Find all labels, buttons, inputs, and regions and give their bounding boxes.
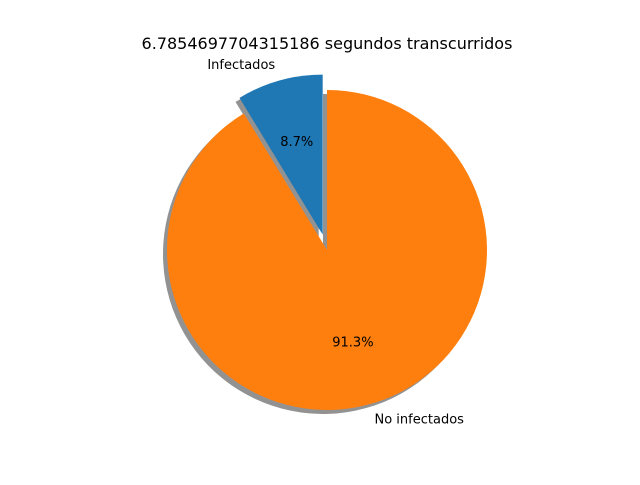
slice-percent-label-infectados: 8.7% — [280, 135, 313, 150]
pie-slice-layer — [166, 74, 488, 410]
slice-percent-label-no-infectados: 91.3% — [332, 335, 373, 350]
slice-label-no-infectados: No infectados — [375, 412, 465, 427]
chart-title: 6.7854697704315186 segundos transcurrido… — [142, 34, 513, 53]
pie-label-layer: 8.7% Infectados 91.3% No infectados — [207, 58, 464, 427]
slice-no-infectados — [166, 90, 488, 410]
slice-infectados — [239, 74, 323, 235]
slice-label-infectados: Infectados — [207, 58, 275, 73]
